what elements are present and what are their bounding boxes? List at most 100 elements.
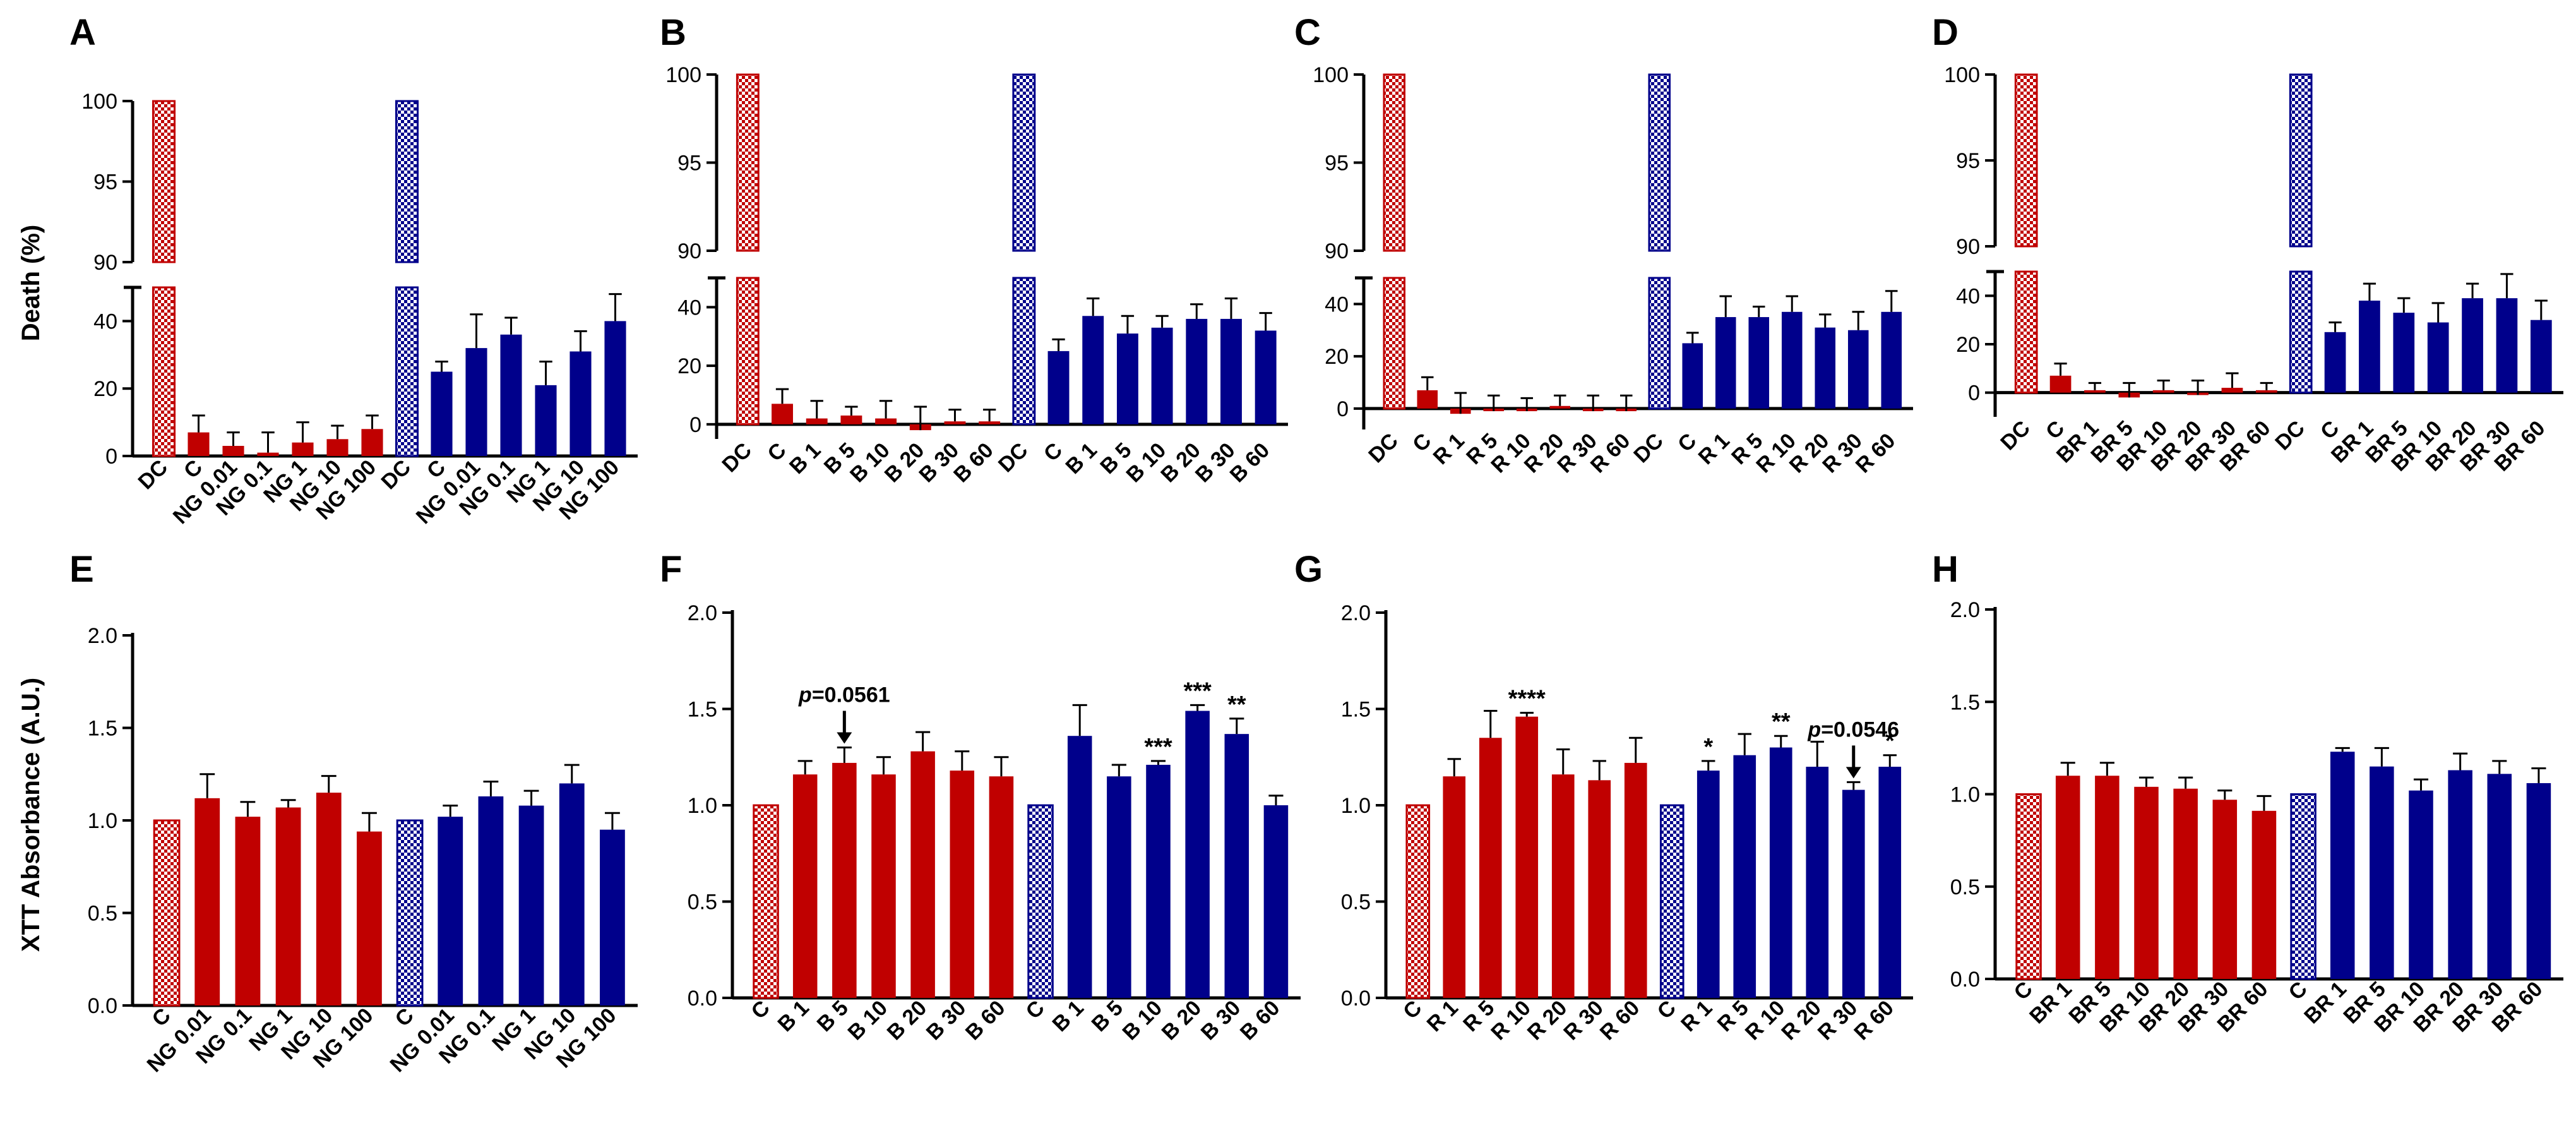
bar [1047, 351, 1070, 424]
bar [478, 796, 504, 1005]
bar [194, 798, 220, 1005]
y-tick-label: 100 [1313, 63, 1349, 87]
y-tick-label: 20 [93, 377, 117, 401]
bar [1116, 333, 1138, 424]
bar [1682, 343, 1703, 409]
x-tick-label: B 30 [922, 996, 971, 1045]
bar [989, 776, 1014, 998]
x-tick-label: B 20 [883, 996, 932, 1045]
bar [275, 807, 301, 1005]
bar [361, 429, 383, 456]
bar [500, 334, 522, 456]
bar [2015, 793, 2042, 980]
bar [2324, 332, 2346, 393]
bar [1648, 277, 1671, 410]
x-tick-label: B 1 [1048, 996, 1088, 1036]
bar [1012, 73, 1036, 252]
bar [1012, 277, 1036, 426]
x-tick-label: C [391, 1004, 419, 1031]
annotation-arrowhead [1846, 767, 1861, 779]
y-tick-label: 0.0 [1950, 968, 1980, 992]
bar [1263, 805, 1289, 998]
bar [1847, 330, 1869, 409]
panel-letter-f: F [660, 549, 682, 590]
x-tick-label: C [2009, 977, 2037, 1005]
bar [2055, 776, 2080, 979]
bar [152, 100, 176, 263]
bar [979, 421, 1001, 424]
bar [1417, 390, 1438, 409]
x-tick-label: R 10 [1486, 996, 1535, 1045]
x-tick-label: R 60 [1851, 429, 1900, 478]
y-tick-label: 0.5 [88, 902, 117, 926]
bar [2462, 298, 2483, 393]
x-tick-label: R 1 [1429, 429, 1469, 469]
bar [840, 415, 862, 424]
bar [2487, 774, 2512, 979]
bar [1815, 327, 1836, 409]
y-tick-label: 0.5 [1341, 891, 1371, 915]
bar [1549, 405, 1571, 409]
x-tick-label: B 60 [949, 438, 998, 488]
bar [1255, 330, 1277, 424]
x-tick-label: BR 1 [2025, 977, 2077, 1029]
x-tick-label: B 20 [1157, 996, 1207, 1045]
x-tick-label: R 60 [1849, 996, 1899, 1045]
panel-letter-d: D [1932, 12, 1959, 53]
x-tick-label: C [148, 1004, 176, 1031]
bar [1383, 277, 1406, 410]
bar [1881, 311, 1902, 409]
bar [875, 418, 897, 424]
bar [1405, 804, 1431, 999]
y-tick-label: 2.0 [1341, 601, 1371, 625]
y-tick-label: 1.5 [1341, 698, 1371, 722]
y-tick-label: 1.0 [88, 809, 117, 833]
x-tick-label: DC [994, 438, 1033, 477]
panel-f: F0.00.51.01.52.0CB 1B 5B 10B 20B 30B 60 C… [660, 549, 1301, 1045]
bar [2095, 776, 2120, 979]
panel-letter-e: E [69, 549, 94, 590]
p-value-annotation: p=0.0546 [1807, 717, 1899, 741]
y-tick-label: 100 [665, 63, 701, 87]
p-value-annotation: p=0.0561 [798, 683, 890, 707]
y-tick-label: 0.5 [1950, 875, 1980, 899]
bar [357, 831, 382, 1005]
bar [2134, 786, 2159, 979]
bar [2290, 793, 2317, 980]
x-tick-label: R 1 [1694, 429, 1734, 469]
bar [2330, 752, 2355, 979]
bar [1082, 316, 1104, 424]
y-tick-label: 40 [677, 296, 701, 320]
bar [1659, 804, 1685, 999]
bar [2152, 390, 2174, 393]
bar [559, 783, 585, 1005]
bar [1479, 738, 1502, 998]
x-tick-label: R 10 [1741, 996, 1790, 1045]
bar [316, 793, 342, 1005]
bar [2173, 788, 2198, 979]
bar [1588, 780, 1611, 998]
significance-marker: ** [1227, 692, 1246, 718]
x-tick-label: R 30 [1813, 996, 1863, 1045]
bar [1769, 747, 1792, 998]
x-tick-label: DC [134, 455, 173, 495]
bar [152, 286, 176, 457]
bar [2212, 800, 2238, 979]
bar [600, 829, 625, 1005]
bar [1551, 774, 1575, 998]
y-tick-label: 90 [93, 251, 117, 275]
y-tick-label: 0 [105, 445, 117, 469]
bar [1185, 711, 1210, 998]
panel-letter-c: C [1294, 12, 1321, 53]
y-axis-label-top: Death (%) [17, 225, 45, 341]
bar [395, 100, 419, 263]
y-tick-label: 90 [1956, 235, 1980, 259]
bar [1151, 327, 1173, 424]
bar [871, 774, 896, 998]
y-tick-label: 100 [1944, 63, 1980, 87]
bar [292, 442, 314, 456]
y-tick-label: 95 [677, 152, 701, 176]
